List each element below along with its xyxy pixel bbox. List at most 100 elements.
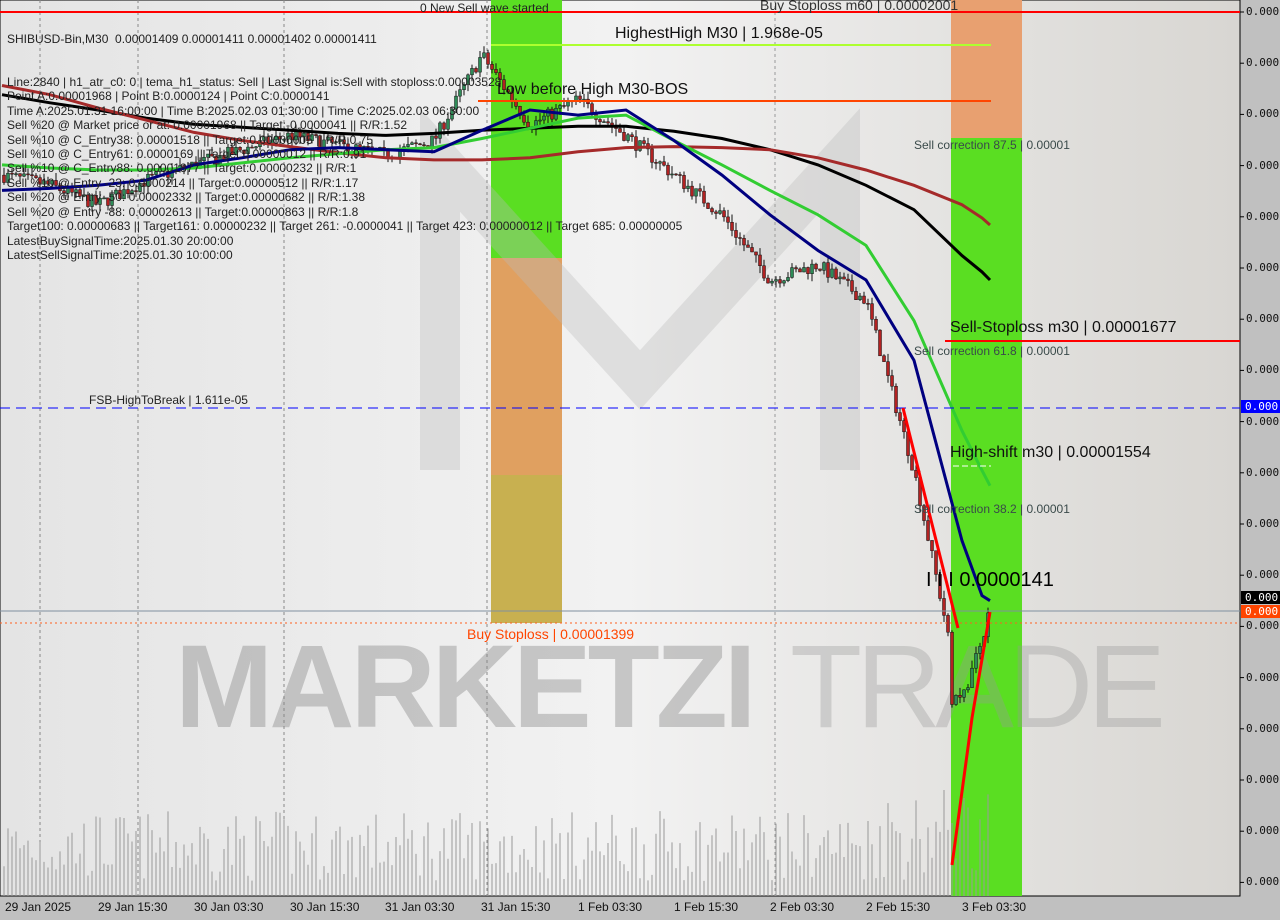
candle-body [462,84,466,90]
candle-body [786,277,790,281]
moving-averages [1,84,992,602]
candle-body [650,148,654,163]
candle-body [674,173,678,176]
zone-orange-left [491,258,562,475]
candle-body [710,208,714,213]
candle-body [630,134,634,137]
zone-green-right [951,138,1022,896]
x-tick-label: 2 Feb 03:30 [770,900,835,914]
candle-body [966,687,970,691]
candle-body [894,385,898,413]
candle-body [662,161,666,166]
candle-body [330,136,334,143]
info-panel: SHIBUSD-Bin,M30 0.00001409 0.00001411 0.… [7,3,682,277]
candle-body [6,172,10,183]
candle-body [886,361,890,376]
zone-olive-left [491,475,562,623]
candle-body [958,694,962,698]
x-tick-label: 31 Jan 15:30 [481,900,551,914]
candle-body [334,141,338,143]
info-line: Sell %20 @ Entry -50: 0.00002332 || Targ… [7,190,365,205]
candle-body [474,68,478,73]
candle-body [338,139,342,142]
candle-body [702,190,706,204]
new-sell-wave-label: 0 New Sell wave started [420,1,549,15]
candle-body [154,171,158,175]
candle-body [438,122,442,139]
svg-text:MARKETZI: MARKETZI [175,621,753,753]
candle-body [638,140,642,151]
candle-body [106,197,110,206]
candle-body [306,132,310,141]
info-line: Sell %10 @ Entry -23: 0.0000214 || Targe… [7,175,359,190]
symbol-line: SHIBUSD-Bin,M30 0.00001409 0.00001411 0.… [7,31,377,46]
candle-body [458,89,462,97]
candle-body [850,280,854,292]
candle-body [690,185,694,197]
candle-body [842,276,846,280]
candle-body [302,132,306,138]
candle-body [914,469,918,478]
current-price-badge: 0.000 [1241,591,1280,604]
candle-body [314,134,318,136]
candle-body [434,135,438,139]
candle-body [862,295,866,304]
candle-body [286,132,290,140]
y-tick-label: 0.000 [1246,363,1280,377]
candle-body [606,121,610,124]
candle-body [46,180,50,185]
x-tick-label: 30 Jan 15:30 [290,900,360,914]
candle-body [98,198,102,205]
candle-body [946,615,950,633]
y-tick-label: 0.000 [1246,465,1280,479]
y-tick-label: 0.000 [1246,158,1280,172]
info-line: Target100: 0.00000683 || Target161: 0.00… [7,219,683,234]
vertical-separators [39,0,776,896]
candle-body [834,268,838,280]
info-line: Sell %10 @ C_Entry88: 0.00001877 || Targ… [7,161,357,176]
candle-body [974,653,978,669]
candle-body [810,263,814,274]
candle-body [962,689,966,698]
info-line: Line:2840 | h1_atr_c0: 0 | tema_h1_statu… [7,75,502,90]
high-shift-label: High-shift m30 | 0.00001554 [950,444,1151,461]
candle-body [950,631,954,705]
candle-body [366,146,370,148]
candle-body [622,132,626,141]
candle-body [738,237,742,239]
candle-body [410,142,414,145]
point-c-label: I I I 0.0000141 [926,569,1054,591]
candle-body [78,189,82,197]
candle-body [714,211,718,214]
candle-body [774,279,778,282]
candle-body [542,115,546,121]
y-axis-ticks [1240,11,1244,883]
candle-body [742,238,746,246]
candle-body [618,128,622,133]
sell-correction-618-label: Sell correction 61.8 | 0.00001 [914,344,1070,358]
candle-body [102,197,106,200]
candle-body [870,303,874,320]
y-tick-label: 0.000 [1246,5,1280,18]
x-tick-label: 1 Feb 03:30 [578,900,643,914]
svg-text:TRADE: TRADE [790,621,1161,753]
candle-body [902,420,906,433]
candle-body [626,134,630,141]
candle-body [934,550,938,575]
candle-body [766,277,770,284]
candle-body [634,136,638,151]
candle-body [910,455,914,471]
candle-body [142,183,146,187]
candle-body [42,180,46,185]
y-tick-label: 0.000 [1246,209,1280,223]
x-tick-label: 1 Feb 15:30 [674,900,739,914]
x-tick-label: 2 Feb 15:30 [866,900,931,914]
candle-body [598,119,602,123]
top-stoploss-label: Buy Stoploss m60 | 0.00002001 [760,0,959,13]
y-tick-label: 0.000 [1246,517,1280,530]
info-line: Sell %10 @ C_Entry61: 0.0000169 || Targe… [7,147,367,162]
candle-body [758,254,762,267]
candle-body [482,52,486,58]
levels [0,11,1240,866]
